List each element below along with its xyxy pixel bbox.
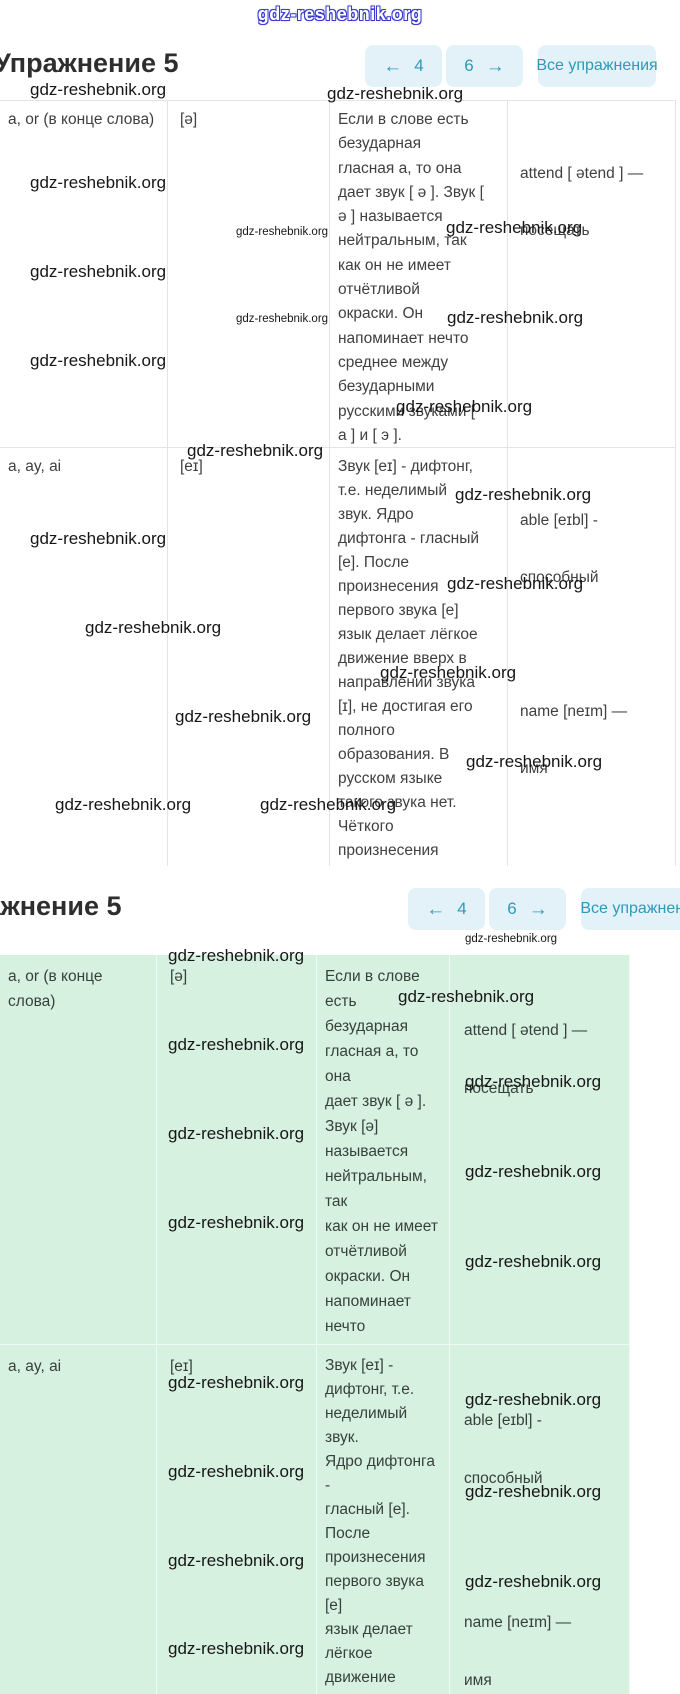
table-cell-examples: able [eɪbl] - способный name [neɪm] — им… [508, 448, 676, 866]
table-cell-examples: attend [ ətend ] — посещать [508, 101, 676, 448]
table-cell-rule: Если в слове есть безударная гласная a, … [317, 955, 450, 1435]
example-translation: посещать [520, 221, 590, 239]
table-cell-sound: [eɪ] [157, 1345, 317, 1694]
example-word: able [eɪbl] - [464, 1412, 542, 1429]
table-cell-letters: a, ay, ai [0, 1345, 157, 1694]
example-translation: имя [520, 760, 548, 778]
all-exercises-button[interactable]: Все упражнения [580, 888, 680, 930]
next-exercise-number: 6 [507, 899, 517, 918]
example-translation: имя [464, 1672, 492, 1689]
example-translation: способный [464, 1470, 543, 1487]
arrow-right-icon: → [485, 55, 505, 77]
table-cell-rule: Звук [eɪ] - дифтонг, т.е. неделимый звук… [317, 1345, 450, 1694]
example-item: name [neɪm] — имя [464, 1581, 623, 1694]
example-translation: посещать [464, 1080, 534, 1097]
example-item: attend [ ətend ] — посещать [464, 989, 623, 1130]
example-word: able [eɪbl] - [520, 511, 598, 529]
table-cell-sound: [ə] [168, 101, 330, 448]
all-exercises-label: Все упражнения [536, 57, 658, 74]
pronunciation-table-white: a, or (в конце слова) [ə] Если в слове е… [0, 100, 676, 866]
example-item: name [neɪm] — имя [520, 670, 669, 809]
example-word: attend [ ətend ] — [464, 1022, 588, 1039]
example-item: able [eɪbl] - способный [464, 1379, 623, 1520]
table-cell-rule: Звук [eɪ] - дифтонг, т.е. неделимый звук… [330, 448, 508, 866]
next-exercise-button[interactable]: 6 → [489, 888, 566, 930]
all-exercises-button[interactable]: Все упражнения [536, 45, 658, 87]
table-cell-letters: a, ay, ai [0, 448, 168, 866]
table-cell-examples: able [eɪbl] - способный name [neɪm] — им… [450, 1345, 630, 1694]
next-exercise-button[interactable]: 6 → [446, 45, 523, 87]
example-word: name [neɪm] — [464, 1614, 572, 1631]
table-cell-sound: [eɪ] [168, 448, 330, 866]
prev-exercise-button[interactable]: ← 4 [408, 888, 485, 930]
watermark: gdz-reshebnik.org [465, 933, 558, 945]
example-word: name [neɪm] — [520, 702, 628, 720]
example-translation: способный [520, 568, 599, 586]
arrow-left-icon: ← [426, 898, 446, 920]
example-item: attend [ ətend ] — посещать [520, 132, 669, 271]
prev-exercise-button[interactable]: ← 4 [365, 45, 442, 87]
example-word: attend [ ətend ] — [520, 164, 644, 182]
table-cell-sound: [ə] [157, 955, 317, 1345]
site-link[interactable]: gdz-reshebnik.org [257, 4, 423, 24]
pronunciation-table-green: a, or (в конце слова) [ə] Если в слове е… [0, 955, 630, 1694]
example-item: able [eɪbl] - способный [520, 479, 669, 618]
prev-exercise-number: 4 [457, 899, 467, 918]
table-cell-letters: a, or (в конце слова) [0, 955, 157, 1345]
all-exercises-label: Все упражнения [580, 900, 680, 917]
exercise-title: Упражнение 5 [0, 48, 179, 78]
next-exercise-number: 6 [464, 56, 474, 75]
exercise-title: Упражнение 5 [0, 891, 122, 921]
prev-exercise-number: 4 [414, 56, 424, 75]
arrow-right-icon: → [528, 898, 548, 920]
table-cell-rule: Если в слове есть безударная гласная a, … [330, 101, 508, 448]
table-cell-examples: attend [ ətend ] — посещать [450, 955, 630, 1345]
watermark: gdz-reshebnik.org [30, 80, 167, 99]
table-cell-letters: a, or (в конце слова) [0, 101, 168, 448]
arrow-left-icon: ← [383, 55, 403, 77]
